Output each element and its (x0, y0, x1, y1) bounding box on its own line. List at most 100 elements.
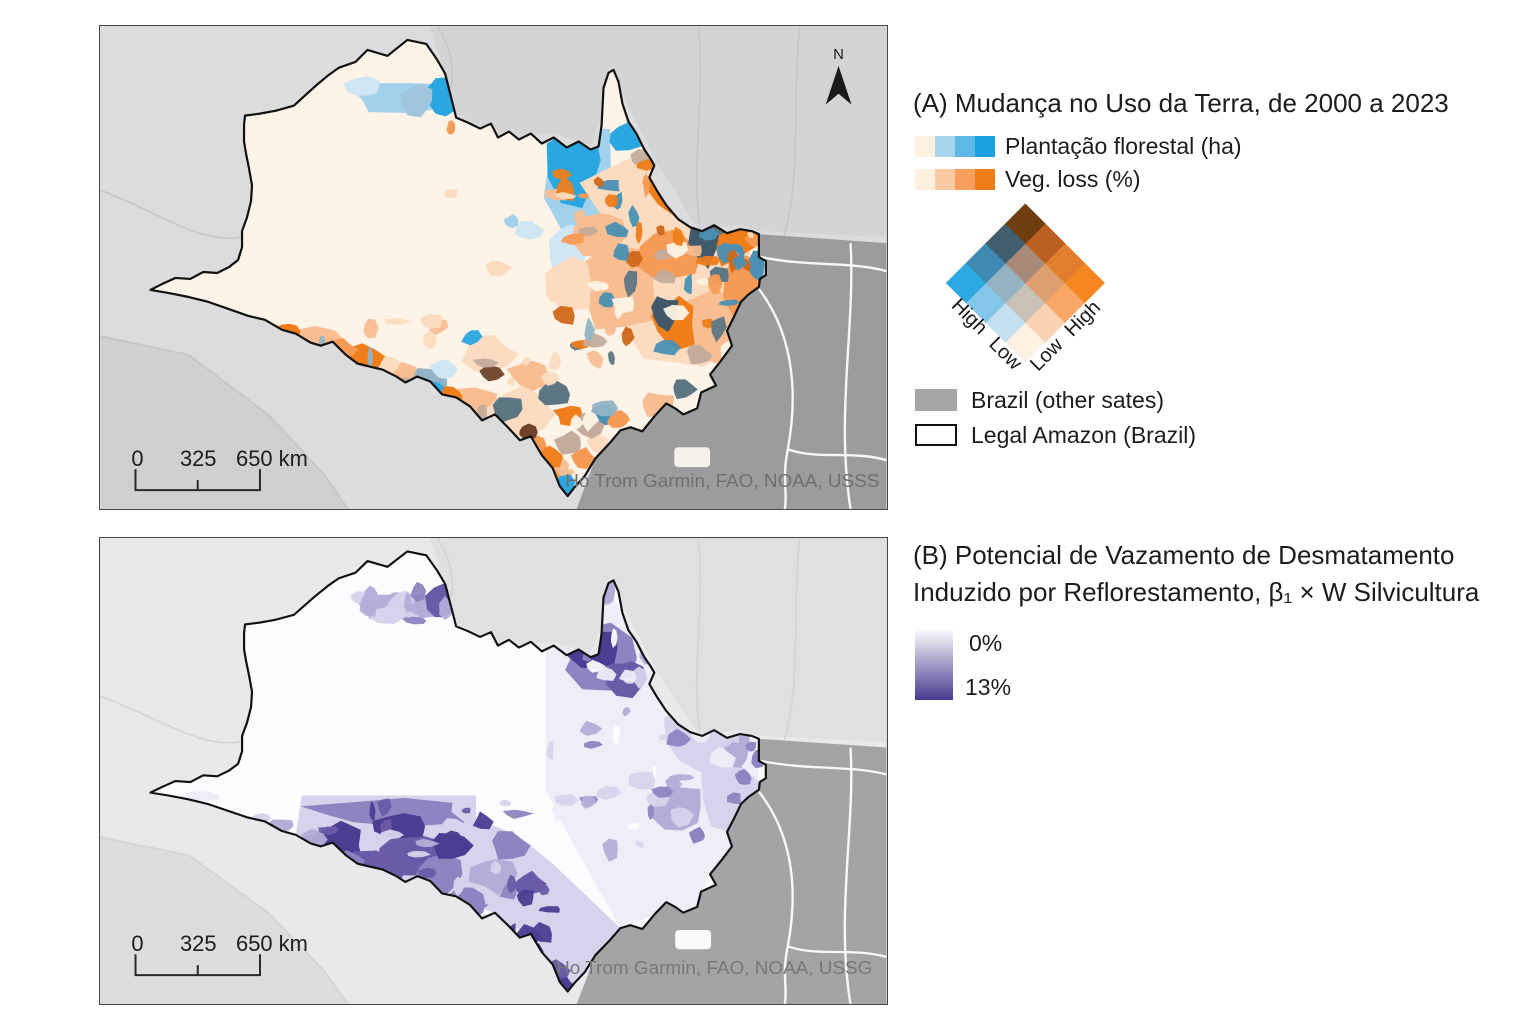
scale-label-650: 650 km (236, 931, 308, 956)
municipality-cell (472, 358, 499, 368)
brazil-key-row: Brazil (other sates) (915, 387, 1164, 413)
gradient-bar (915, 628, 953, 700)
municipality-cell (586, 350, 604, 369)
municipality-cell (640, 718, 657, 739)
state-border (757, 790, 794, 1004)
scale-bar-line (134, 469, 261, 492)
municipality-cell (472, 811, 494, 830)
state-border (787, 945, 887, 959)
municipality-cell (582, 409, 600, 432)
municipality-cell (666, 241, 689, 259)
municipality-cell (415, 838, 440, 848)
choropleth-blob (570, 447, 597, 470)
municipality-cell (607, 350, 615, 365)
blue-ramp-row: Plantação florestal (ha) (915, 133, 1242, 159)
municipality-cell (670, 807, 695, 828)
municipality-cell (711, 316, 727, 343)
country-border (695, 26, 702, 226)
legal-amazon-key-row: Legal Amazon (Brazil) (915, 422, 1196, 448)
municipality-cell (538, 906, 560, 913)
municipality-cell (732, 256, 748, 271)
municipality-cell (695, 255, 720, 266)
municipality-cell (616, 841, 628, 853)
municipality-cell (696, 277, 710, 286)
municipality-cell (628, 771, 656, 790)
attribution-text: Ho Trom Garmin, FAO, NOAA, USSS (565, 471, 879, 492)
municipality-cell (586, 280, 610, 292)
legal-amazon-swatch (915, 424, 957, 446)
panel-b-title-line1: (B) Potencial de Vazamento de Desmatamen… (913, 540, 1455, 570)
municipality-cell (621, 326, 635, 347)
map-b: 0 325 650 km Ho Trom Garmin, FAO, NOAA, USS… (100, 538, 887, 1004)
municipality-cell (707, 274, 723, 295)
municipality-cell (570, 414, 584, 430)
brazil-swatch (915, 389, 957, 411)
municipality-cell (656, 225, 665, 236)
choropleth-blob (651, 296, 679, 332)
scale-label-0: 0 (131, 931, 143, 956)
municipality-cell (583, 740, 603, 749)
municipality-cell (420, 313, 443, 329)
municipality-cell (507, 376, 516, 386)
choropleth-blob (429, 359, 458, 380)
country-border (100, 695, 242, 744)
municipality-cell (545, 741, 554, 760)
orange-ramp-swatches (915, 168, 995, 190)
bivariate-grid (945, 203, 1105, 363)
country-border (100, 837, 349, 1004)
municipality-cell (367, 855, 393, 866)
municipality-cell (536, 884, 550, 896)
municipality-cell (554, 794, 579, 807)
municipality-cell (702, 318, 713, 329)
neighbor-north (429, 538, 887, 742)
municipality-cell (625, 823, 640, 830)
municipality-cell (439, 596, 455, 621)
municipality-cell (317, 826, 339, 836)
legal-amazon-base (150, 39, 766, 497)
municipality-cell (672, 226, 685, 247)
state-border (843, 243, 853, 509)
gradient-max-label: 13% (965, 674, 1012, 700)
small-area-patch (674, 447, 711, 468)
municipality-cell (359, 592, 377, 617)
choropleth-blob (514, 220, 545, 240)
municipality-cell (604, 324, 616, 337)
municipality-cell (443, 330, 454, 337)
municipality-cell (418, 867, 437, 879)
municipality-cell (598, 292, 616, 308)
map-geography (100, 538, 887, 1004)
municipality-cell (709, 746, 736, 768)
municipality-cell (516, 889, 534, 907)
municipality-cell (377, 798, 392, 817)
ramp-swatch (975, 135, 995, 157)
attribution: Ho Trom Garmin, FAO, NOAA, USSG (556, 958, 872, 979)
scale-label-325: 325 (180, 931, 217, 956)
municipality-cell (577, 193, 589, 199)
municipality-cell (624, 837, 637, 858)
scale-bar: 0 325 650 km (131, 931, 308, 977)
scale-label-0: 0 (131, 446, 143, 471)
map-a-panel: 0 325 650 km N Ho Trom Garmin, FAO, NOAA, US… (99, 25, 888, 510)
municipality-cell (663, 304, 690, 321)
municipality-cell (575, 690, 590, 698)
municipality-cell (579, 720, 603, 736)
attribution-text: Ho Trom Garmin, FAO, NOAA, USSG (556, 958, 872, 979)
municipality-cell (521, 357, 531, 366)
municipality-cell (651, 786, 674, 798)
municipality-cell (602, 838, 618, 862)
country-border (436, 538, 454, 598)
country-border (100, 189, 242, 240)
neighbor-southwest (100, 835, 350, 1004)
municipality-cell (554, 192, 577, 200)
country-border (100, 335, 349, 509)
municipality-cell (726, 792, 741, 805)
municipality-cell (618, 669, 637, 683)
state-border (787, 448, 887, 462)
choropleth-blob (440, 818, 466, 836)
municipality-cell (410, 581, 427, 603)
municipality-cell (613, 243, 630, 261)
municipality-cell (635, 221, 643, 245)
orange-ramp-label: Veg. loss (%) (1005, 165, 1141, 192)
municipality-cell (379, 829, 405, 840)
